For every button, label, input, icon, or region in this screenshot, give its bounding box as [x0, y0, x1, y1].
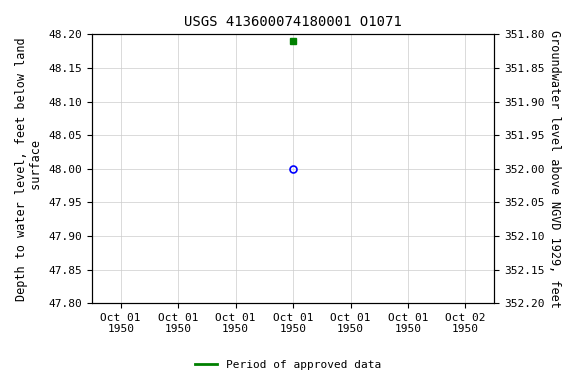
Y-axis label: Groundwater level above NGVD 1929, feet: Groundwater level above NGVD 1929, feet	[548, 30, 561, 308]
Y-axis label: Depth to water level, feet below land
 surface: Depth to water level, feet below land su…	[15, 37, 43, 301]
Title: USGS 413600074180001 O1071: USGS 413600074180001 O1071	[184, 15, 402, 29]
Legend: Period of approved data: Period of approved data	[191, 356, 385, 375]
